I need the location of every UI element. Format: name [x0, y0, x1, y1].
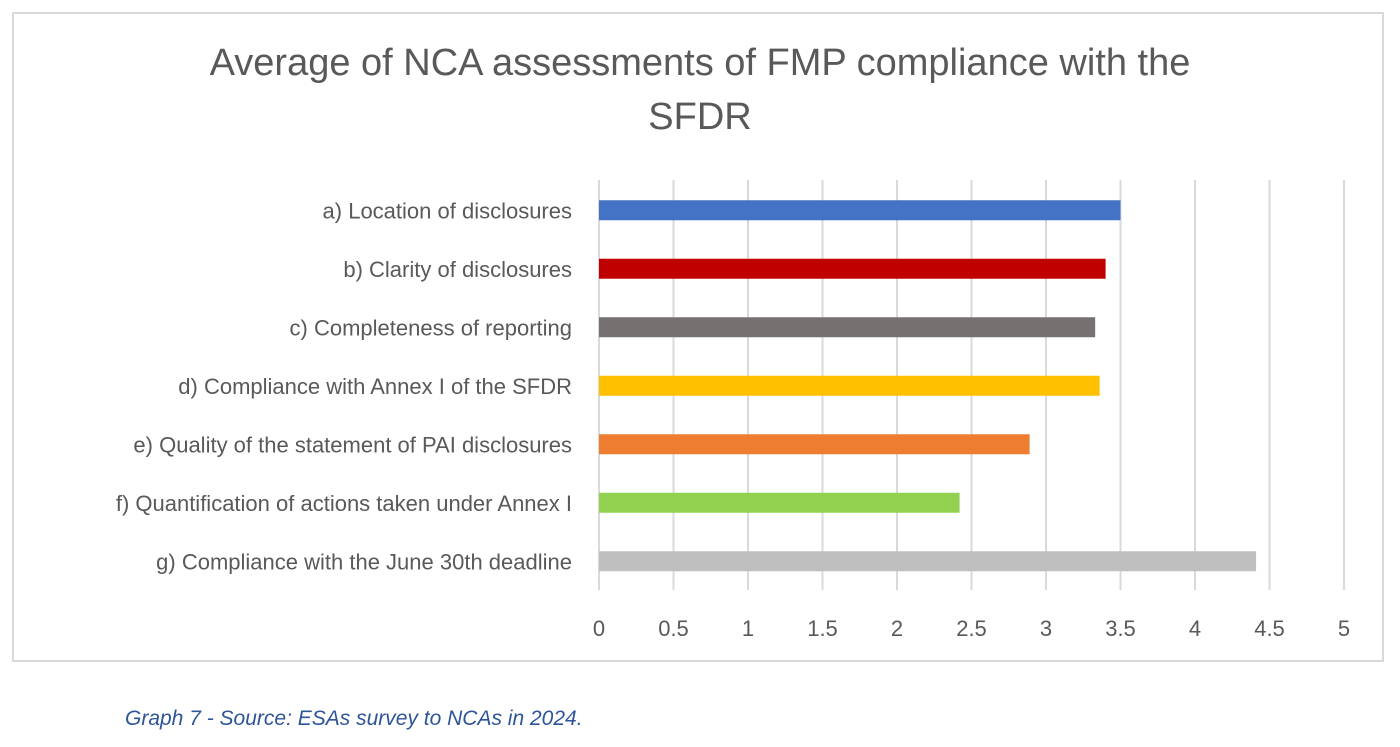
x-tick-label: 4 — [1189, 616, 1201, 641]
category-label: d) Compliance with Annex I of the SFDR — [178, 374, 572, 399]
chart-title: Average of NCA assessments of FMP compli… — [0, 36, 1400, 144]
bar — [599, 434, 1030, 455]
bar — [599, 375, 1100, 396]
figure-caption: Graph 7 - Source: ESAs survey to NCAs in… — [125, 707, 583, 730]
x-tick-label: 3.5 — [1105, 616, 1136, 641]
bar — [599, 200, 1121, 221]
category-label: b) Clarity of disclosures — [343, 257, 572, 282]
x-tick-label: 4.5 — [1254, 616, 1285, 641]
category-label: a) Location of disclosures — [323, 198, 572, 223]
x-tick-label: 2 — [891, 616, 903, 641]
bar — [599, 551, 1257, 572]
bar — [599, 258, 1106, 279]
x-tick-label: 0.5 — [658, 616, 689, 641]
x-tick-label: 3 — [1040, 616, 1052, 641]
bar — [599, 492, 960, 513]
category-label: f) Quantification of actions taken under… — [116, 491, 572, 516]
x-tick-label: 1 — [742, 616, 754, 641]
bar — [599, 317, 1096, 338]
category-label: g) Compliance with the June 30th deadlin… — [156, 549, 572, 574]
x-tick-label: 1.5 — [807, 616, 838, 641]
category-labels: a) Location of disclosures b) Clarity of … — [116, 198, 572, 574]
category-label: e) Quality of the statement of PAI discl… — [133, 432, 572, 457]
chart-title-line-1: Average of NCA assessments of FMP compli… — [209, 42, 1191, 84]
x-tick-label: 5 — [1338, 616, 1350, 641]
x-tick-label: 2.5 — [956, 616, 987, 641]
chart-title-line-2: SFDR — [648, 96, 752, 138]
bars — [599, 200, 1257, 572]
x-tick-label: 0 — [593, 616, 605, 641]
x-tick-labels: 0 0.5 1 1.5 2 2.5 3 3.5 4 4.5 5 — [593, 616, 1350, 641]
category-label: c) Completeness of reporting — [290, 315, 572, 340]
